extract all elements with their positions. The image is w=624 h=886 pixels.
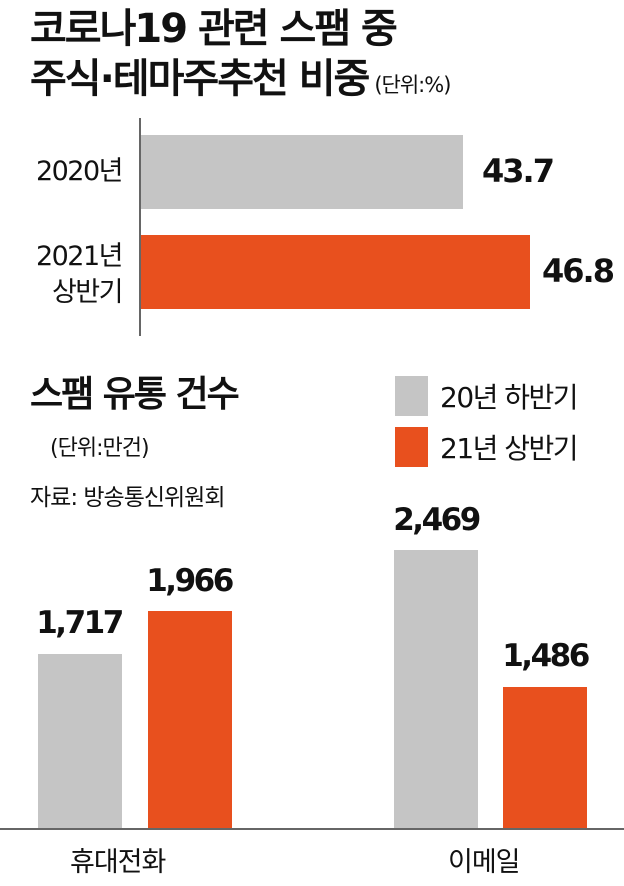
unit-label-count: (단위:만건)	[50, 436, 150, 461]
legend-label-h2-2020: 20년 하반기	[440, 381, 579, 414]
legend-swatch-orange	[395, 427, 428, 467]
chart-title-line2: 주식·테마주추천 비중 (단위:%)	[30, 54, 451, 110]
category-label-phone: 휴대전화	[70, 847, 166, 878]
legend-swatch-gray	[395, 376, 428, 416]
bar-label-2021-line1: 2021년	[35, 241, 124, 272]
bar-phone-h2-2020	[38, 654, 122, 828]
chart-title-text: 주식·테마주추천 비중	[30, 56, 370, 102]
x-axis-line	[0, 828, 624, 830]
value-phone-h2-2020: 1,717	[36, 605, 124, 641]
bar-label-2021-line2: 상반기	[51, 277, 124, 308]
value-email-h2-2020: 2,469	[393, 502, 481, 538]
bar-email-h2-2020	[394, 550, 478, 828]
bar-value-2020: 43.7	[482, 152, 555, 190]
bar-email-h1-2021	[503, 687, 587, 828]
bar-2020	[141, 135, 463, 209]
chart-title-line1: 코로나19 관련 스팸 중	[30, 6, 398, 52]
bar-phone-h1-2021	[148, 611, 232, 828]
value-email-h1-2021: 1,486	[502, 638, 590, 674]
bar-2021-h1	[141, 235, 530, 309]
value-phone-h1-2021: 1,966	[146, 563, 234, 599]
category-label-email: 이메일	[448, 847, 521, 878]
unit-label: (단위:%)	[374, 73, 451, 97]
bar-label-2020: 2020년	[35, 156, 124, 187]
chart-title-spam-count: 스팸 유통 건수	[30, 374, 240, 415]
legend-label-h1-2021: 21년 상반기	[440, 432, 579, 465]
bar-value-2021-h1: 46.8	[542, 252, 615, 290]
y-axis-line	[139, 118, 141, 336]
source-label: 자료: 방송통신위원회	[30, 485, 226, 511]
